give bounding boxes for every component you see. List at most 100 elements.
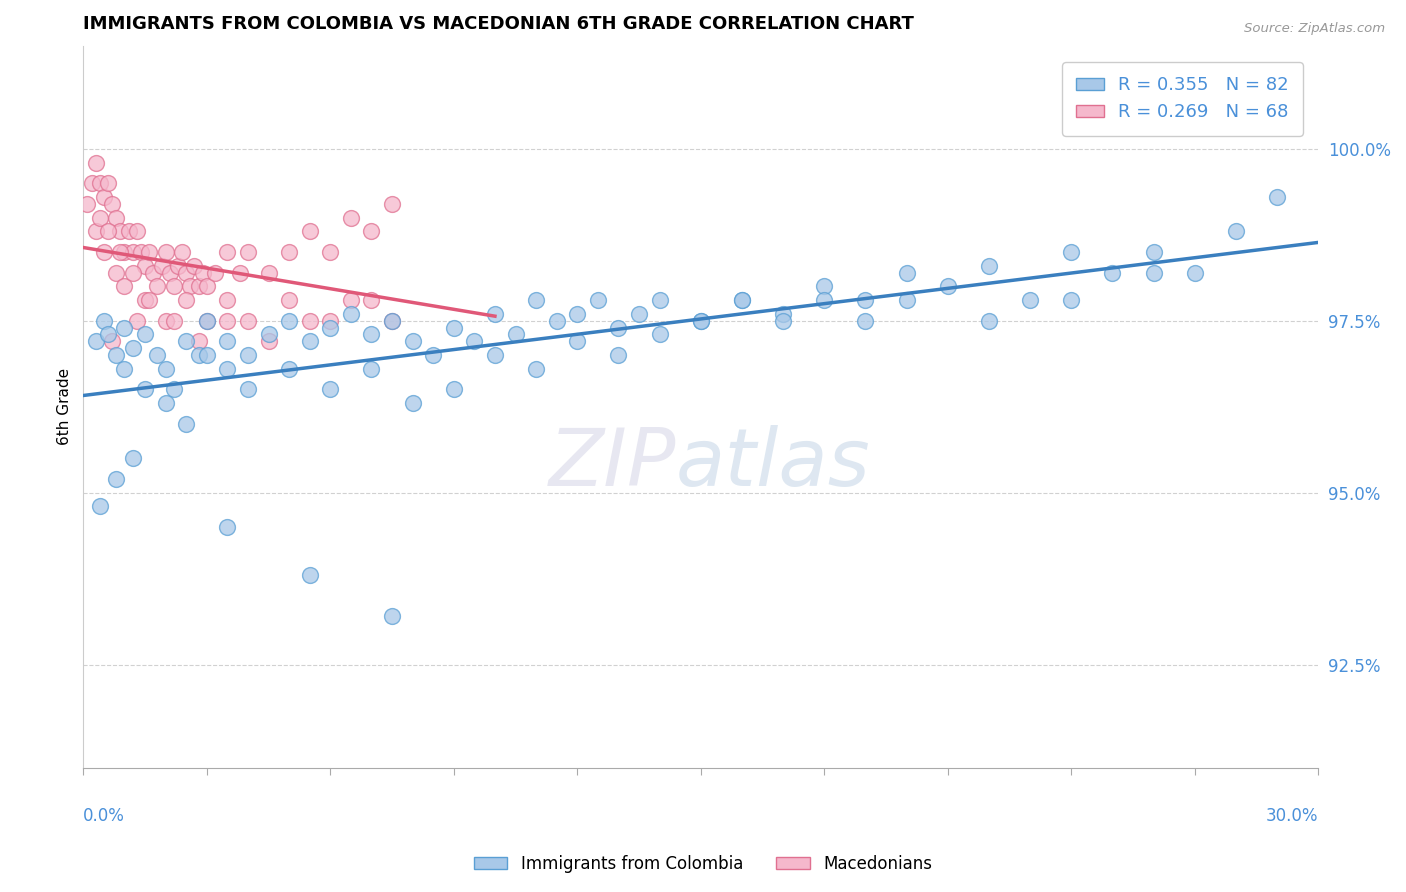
Point [772, 307, 794, 321]
Point [183, 259, 205, 273]
Point [463, 334, 485, 349]
Point [319, 320, 342, 334]
Point [1265, 190, 1288, 204]
Point [80, 176, 103, 190]
Point [97, 224, 120, 238]
Point [114, 279, 136, 293]
Point [121, 341, 143, 355]
Point [84, 155, 107, 169]
Point [217, 520, 239, 534]
Text: atlas: atlas [676, 425, 870, 503]
Point [84, 334, 107, 349]
Point [689, 314, 711, 328]
Y-axis label: 6th Grade: 6th Grade [58, 368, 72, 445]
Point [195, 314, 218, 328]
Point [121, 244, 143, 259]
Point [360, 327, 382, 342]
Text: 30.0%: 30.0% [1265, 807, 1319, 825]
Point [648, 327, 671, 342]
Point [155, 244, 177, 259]
Point [977, 314, 1000, 328]
Point [89, 500, 111, 514]
Point [236, 314, 259, 328]
Point [484, 348, 506, 362]
Point [97, 176, 120, 190]
Point [340, 211, 363, 225]
Point [159, 266, 181, 280]
Point [195, 348, 218, 362]
Point [1019, 293, 1042, 307]
Text: Source: ZipAtlas.com: Source: ZipAtlas.com [1244, 22, 1385, 36]
Point [278, 293, 301, 307]
Point [121, 266, 143, 280]
Point [977, 259, 1000, 273]
Point [89, 176, 111, 190]
Point [204, 266, 226, 280]
Point [110, 224, 132, 238]
Point [381, 314, 404, 328]
Point [146, 279, 169, 293]
Point [1142, 244, 1164, 259]
Point [340, 293, 363, 307]
Point [114, 320, 136, 334]
Point [896, 293, 918, 307]
Point [586, 293, 609, 307]
Point [105, 348, 128, 362]
Point [567, 334, 589, 349]
Point [896, 266, 918, 280]
Point [138, 244, 160, 259]
Point [187, 334, 209, 349]
Point [257, 334, 280, 349]
Point [125, 224, 148, 238]
Point [117, 224, 139, 238]
Point [174, 293, 197, 307]
Point [195, 314, 218, 328]
Point [360, 224, 382, 238]
Point [155, 362, 177, 376]
Point [163, 314, 186, 328]
Point [381, 314, 404, 328]
Point [105, 266, 128, 280]
Point [155, 396, 177, 410]
Point [174, 334, 197, 349]
Point [546, 314, 568, 328]
Point [524, 293, 547, 307]
Point [648, 293, 671, 307]
Point [1142, 266, 1164, 280]
Text: 0.0%: 0.0% [83, 807, 125, 825]
Point [298, 314, 321, 328]
Point [319, 383, 342, 397]
Point [422, 348, 444, 362]
Point [84, 224, 107, 238]
Point [278, 362, 301, 376]
Point [319, 314, 342, 328]
Point [278, 314, 301, 328]
Point [217, 334, 239, 349]
Legend: R = 0.355   N = 82, R = 0.269   N = 68: R = 0.355 N = 82, R = 0.269 N = 68 [1062, 62, 1303, 136]
Point [125, 314, 148, 328]
Point [93, 190, 115, 204]
Point [298, 224, 321, 238]
Point [360, 293, 382, 307]
Point [936, 279, 959, 293]
Point [163, 279, 186, 293]
Point [1101, 266, 1123, 280]
Point [855, 314, 877, 328]
Point [628, 307, 651, 321]
Point [381, 197, 404, 211]
Point [607, 320, 630, 334]
Text: ZIP: ZIP [548, 425, 676, 503]
Point [129, 244, 152, 259]
Point [278, 244, 301, 259]
Point [105, 472, 128, 486]
Point [731, 293, 754, 307]
Point [97, 327, 120, 342]
Point [114, 362, 136, 376]
Point [105, 211, 128, 225]
Legend: Immigrants from Colombia, Macedonians: Immigrants from Colombia, Macedonians [467, 848, 939, 880]
Point [257, 266, 280, 280]
Point [217, 293, 239, 307]
Point [1184, 266, 1206, 280]
Point [146, 348, 169, 362]
Point [607, 348, 630, 362]
